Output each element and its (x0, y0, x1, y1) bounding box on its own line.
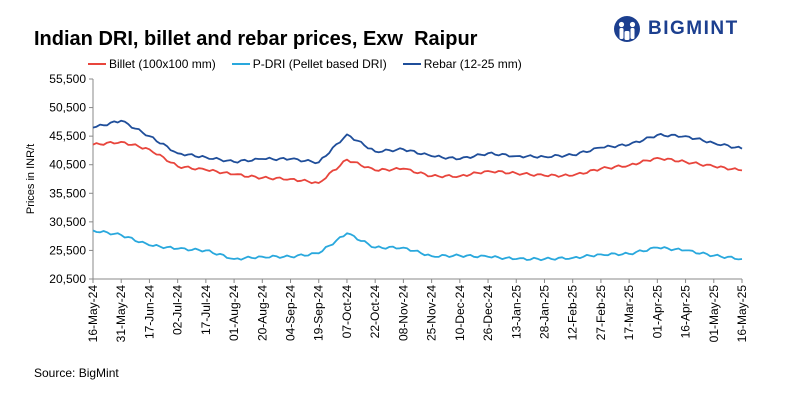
legend: Billet (100x100 mm) P-DRI (Pellet based … (88, 57, 538, 71)
x-tick-label: 07-Oct-24 (340, 285, 354, 339)
y-tick-label: 35,500 (49, 186, 86, 200)
bigmint-brand: BIGMINT (648, 18, 739, 39)
legend-label-rebar: Rebar (12-25 mm) (423, 57, 522, 71)
legend-item-billet: Billet (100x100 mm) (88, 57, 216, 71)
legend-label-pdri: P-DRI (Pellet based DRI) (252, 57, 387, 71)
x-tick-label: 12-Feb-25 (566, 285, 580, 341)
series-line-pdri (92, 229, 743, 262)
x-tick-label: 17-Jun-24 (142, 285, 156, 339)
x-tick-label: 26-Dec-24 (481, 285, 495, 341)
x-tick-label: 16-May-25 (735, 285, 749, 343)
x-tick-label: 17-Mar-25 (622, 285, 636, 341)
x-tick-label: 10-Dec-24 (453, 285, 467, 341)
x-tick-label: 16-May-24 (86, 285, 100, 343)
source-note: Source: BigMint (34, 366, 119, 380)
y-tick-label: 30,500 (49, 215, 86, 229)
legend-item-rebar: Rebar (12-25 mm) (402, 57, 522, 71)
y-tick-label: 40,500 (49, 158, 86, 172)
x-tick-label: 02-Jul-24 (171, 285, 185, 335)
legend-item-pdri: P-DRI (Pellet based DRI) (231, 57, 387, 71)
y-tick-label: 45,500 (49, 129, 86, 143)
x-tick-label: 22-Oct-24 (368, 285, 382, 339)
legend-swatch-rebar (402, 63, 421, 65)
x-tick-label: 01-May-25 (707, 285, 721, 343)
x-tick-label: 31-May-24 (114, 285, 128, 343)
bigmint-logo-icon (614, 16, 640, 42)
y-tick-label: 20,500 (49, 272, 86, 286)
legend-label-billet: Billet (100x100 mm) (109, 57, 216, 71)
x-tick-label: 27-Feb-25 (594, 285, 608, 341)
x-tick-label: 20-Aug-24 (255, 285, 269, 341)
x-tick-label: 25-Nov-24 (425, 285, 439, 341)
x-tick-label: 01-Apr-25 (650, 285, 664, 339)
series-line-billet (92, 141, 743, 185)
chart-title: Indian DRI, billet and rebar prices, Exw… (34, 28, 478, 50)
x-tick-label: 08-Nov-24 (396, 285, 410, 341)
x-tick-label: 13-Jan-25 (509, 285, 523, 339)
x-tick-label: 17-Jul-24 (199, 285, 213, 335)
y-axis-title: Prices in INR/t (25, 144, 37, 214)
x-tick-label: 19-Sep-24 (312, 285, 326, 341)
legend-swatch-pdri (231, 63, 250, 65)
series-line-rebar (92, 119, 743, 165)
x-tick-label: 28-Jan-25 (537, 285, 551, 339)
x-tick-label: 01-Aug-24 (227, 285, 241, 341)
legend-swatch-billet (88, 63, 106, 65)
x-tick-label: 04-Sep-24 (284, 285, 298, 341)
bigmint-logo: BIGMINT (612, 14, 762, 42)
y-tick-label: 25,500 (49, 243, 86, 257)
x-tick-label: 16-Apr-25 (679, 285, 693, 339)
y-tick-label: 55,500 (49, 72, 86, 86)
y-tick-label: 50,500 (49, 101, 86, 115)
